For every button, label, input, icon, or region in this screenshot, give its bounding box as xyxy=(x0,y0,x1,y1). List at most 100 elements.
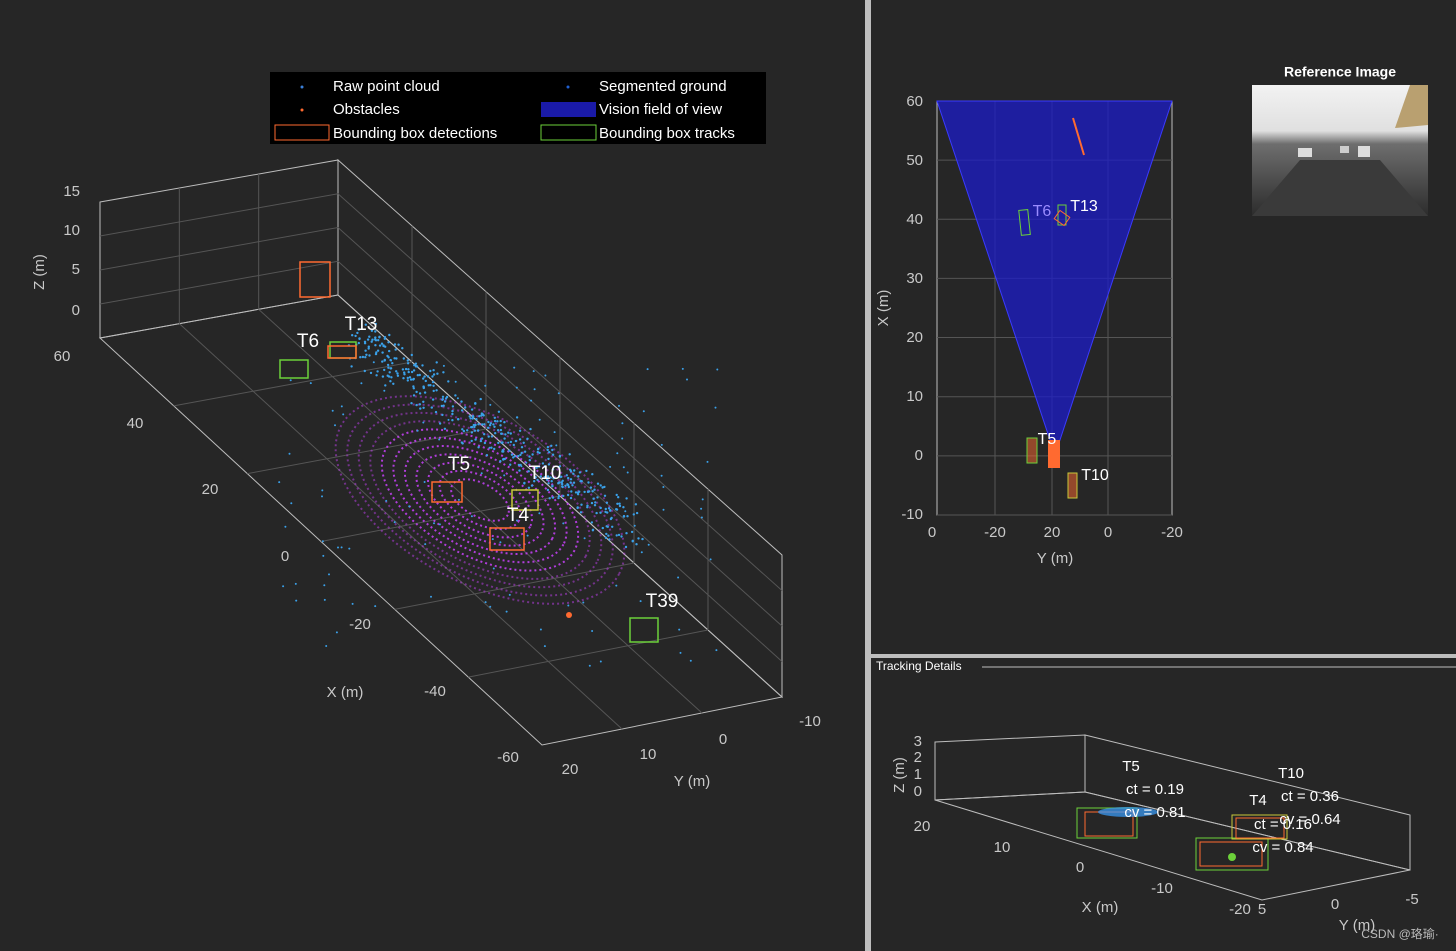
box xyxy=(629,617,659,643)
cloud-point xyxy=(364,356,367,359)
cloud-point xyxy=(606,525,609,528)
cloud-point xyxy=(662,508,665,511)
cloud-point xyxy=(519,453,522,457)
cloud-point xyxy=(322,554,325,557)
cloud-point xyxy=(438,438,441,441)
building xyxy=(1395,85,1428,128)
cloud-point xyxy=(539,475,542,478)
tick-label: -10 xyxy=(901,506,923,523)
tick-label: 10 xyxy=(994,839,1011,856)
cloud-point xyxy=(436,372,439,375)
cloud-point xyxy=(434,410,438,414)
cloud-point xyxy=(599,484,602,487)
tick-label: -5 xyxy=(1405,891,1418,908)
cloud-point xyxy=(635,543,638,546)
cloud-point xyxy=(460,400,463,403)
cloud-point xyxy=(576,493,580,496)
detection xyxy=(1072,117,1085,156)
cloud-point xyxy=(527,486,531,489)
cloud-point xyxy=(515,416,519,419)
cloud-point xyxy=(550,480,553,483)
cloud-point xyxy=(354,334,357,338)
cloud-point xyxy=(323,584,326,587)
cloud-point xyxy=(582,601,585,604)
cloud-point xyxy=(647,543,650,546)
cloud-point xyxy=(376,370,379,373)
tick-label: -40 xyxy=(424,683,446,700)
cloud-point xyxy=(593,504,597,507)
cloud-point xyxy=(538,451,541,455)
cloud-point xyxy=(430,406,433,409)
cloud-point xyxy=(490,435,494,438)
cloud-point xyxy=(660,443,663,446)
cloud-point xyxy=(383,368,386,372)
cloud-point xyxy=(363,369,366,373)
tick-label: 20 xyxy=(914,818,931,835)
detection xyxy=(1235,817,1285,839)
cloud-point xyxy=(557,496,560,500)
cloud-point xyxy=(370,329,374,332)
cloud-point xyxy=(390,359,393,362)
grid-line xyxy=(468,629,709,678)
ground-ring xyxy=(334,395,626,605)
cloud-point xyxy=(375,351,378,354)
cloud-point xyxy=(567,476,570,480)
cloud-point xyxy=(543,645,546,648)
cloud-point xyxy=(500,441,503,444)
cloud-point xyxy=(395,357,398,360)
cloud-point xyxy=(363,340,367,343)
cloud-point xyxy=(476,429,480,432)
cloud-point xyxy=(392,382,395,385)
cloud-point xyxy=(557,494,561,498)
cloud-point xyxy=(386,363,390,367)
cloud-point xyxy=(507,431,510,434)
cloud-point xyxy=(350,365,353,368)
cloud-point xyxy=(484,384,487,387)
point-cluster xyxy=(1098,807,1158,817)
ground-ring xyxy=(346,403,614,597)
track-label: ct = 0.36 xyxy=(1281,788,1339,805)
cloud-point xyxy=(634,503,638,506)
cloud-point xyxy=(562,522,565,525)
cloud-point xyxy=(499,419,502,423)
cloud-point xyxy=(451,412,454,416)
cloud-point xyxy=(456,397,459,400)
cloud-point xyxy=(480,423,484,426)
cloud-point xyxy=(321,540,324,543)
cloud-point xyxy=(513,366,516,369)
cloud-point xyxy=(561,482,564,486)
ground-ring xyxy=(427,461,533,539)
cloud-point xyxy=(518,469,521,472)
cloud-point xyxy=(378,344,382,347)
cloud-point xyxy=(402,357,405,360)
track-label: T5 xyxy=(1038,431,1057,448)
cloud-point xyxy=(591,528,595,531)
cloud-point xyxy=(457,498,460,501)
tick-label: 60 xyxy=(906,93,923,110)
cloud-point xyxy=(470,408,474,411)
road xyxy=(1252,160,1428,216)
cloud-point xyxy=(387,366,390,369)
cloud-point xyxy=(530,484,534,487)
cloud-point xyxy=(604,536,608,539)
cloud-point xyxy=(377,339,380,342)
cloud-point xyxy=(497,410,501,413)
cloud-point xyxy=(412,394,416,397)
cloud-point xyxy=(496,420,499,423)
cloud-point xyxy=(504,433,507,436)
car xyxy=(1298,148,1312,157)
cloud-point xyxy=(588,664,591,667)
cloud-point xyxy=(607,507,611,510)
cloud-point xyxy=(395,370,398,373)
cloud-point xyxy=(454,394,457,397)
tick-label: 10 xyxy=(906,388,923,405)
cloud-point xyxy=(543,465,547,468)
cloud-point xyxy=(406,379,409,382)
cloud-point xyxy=(372,361,375,364)
legend-marker xyxy=(274,124,330,141)
cloud-point xyxy=(551,484,554,487)
cloud-point xyxy=(484,601,487,604)
legend-label: Raw point cloud xyxy=(333,78,440,95)
cloud-point xyxy=(282,585,285,588)
cloud-point xyxy=(500,432,503,435)
